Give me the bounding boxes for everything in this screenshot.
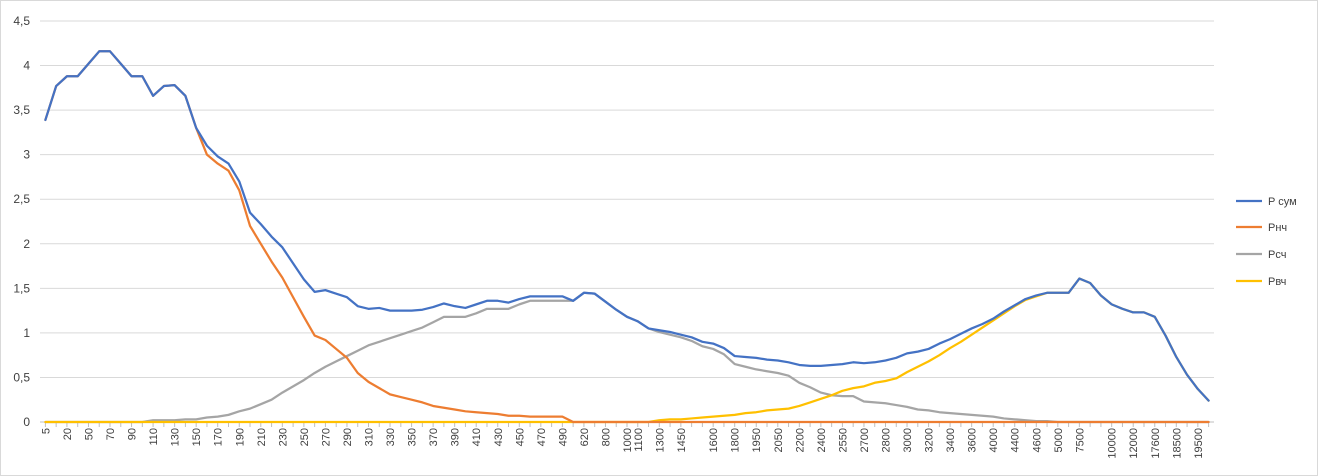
x-tick-label: 1450	[676, 428, 688, 452]
x-tick-label: 1600	[708, 428, 720, 452]
x-tick-label: 17600	[1150, 428, 1162, 459]
x-tick-label: 210	[256, 428, 268, 446]
x-tick-label: 390	[450, 428, 462, 446]
x-tick-label: 4400	[1010, 428, 1022, 452]
x-tick-label: 130	[170, 428, 182, 446]
x-tick-label: 2800	[880, 428, 892, 452]
x-axis: 5 20 50 70 90 110 130 150 170 190 210 230 250 270 290 3…	[40, 421, 1214, 459]
y-tick-label: 1	[23, 326, 30, 340]
x-tick-label: 3000	[902, 428, 914, 452]
legend-label: Рнч	[1268, 222, 1287, 234]
x-tick-label: 50	[83, 428, 95, 440]
x-tick-label: 190	[234, 428, 246, 446]
x-tick-label: 350	[407, 428, 419, 446]
legend: P сум Рнч Рсч Рвч	[1236, 196, 1297, 288]
x-tick-label: 1800	[730, 428, 742, 452]
legend-label: P сум	[1268, 196, 1297, 208]
y-tick-label: 0	[23, 415, 30, 429]
x-tick-label: 1950	[751, 428, 763, 452]
x-tick-label: 3200	[924, 428, 936, 452]
x-tick-label: 5000	[1053, 428, 1065, 452]
x-tick-label: 310	[364, 428, 376, 446]
x-tick-label: 10000	[1107, 428, 1119, 459]
y-tick-label: 4,5	[13, 14, 30, 28]
x-tick-label: 150	[191, 428, 203, 446]
x-tick-label: 170	[213, 428, 225, 446]
x-tick-label: 1000	[622, 428, 634, 452]
x-tick-label: 4600	[1031, 428, 1043, 452]
gridlines	[40, 20, 1214, 423]
x-tick-label: 4000	[988, 428, 1000, 452]
x-tick-label: 1100	[633, 428, 645, 452]
x-tick-label: 2550	[837, 428, 849, 452]
x-tick-label: 90	[127, 428, 139, 440]
x-tick-label: 290	[342, 428, 354, 446]
x-tick-label: 370	[428, 428, 440, 446]
x-tick-label: 3600	[967, 428, 979, 452]
x-tick-label: 230	[277, 428, 289, 446]
legend-label: Рсч	[1268, 249, 1286, 261]
x-tick-label: 2050	[773, 428, 785, 452]
x-tick-label: 250	[299, 428, 311, 446]
x-tick-label: 410	[471, 428, 483, 446]
x-tick-label: 330	[385, 428, 397, 446]
y-axis: 0 0,5 1 1,5 2 2,5 3 3,5 4 4,5	[13, 14, 30, 429]
x-tick-label: 2700	[859, 428, 871, 452]
x-tick-label: 3400	[945, 428, 957, 452]
y-tick-label: 1,5	[13, 281, 30, 295]
x-tick-label: 20	[62, 428, 74, 440]
x-tick-label: 18500	[1171, 428, 1183, 459]
y-tick-label: 3	[23, 148, 30, 162]
y-tick-label: 2	[23, 237, 30, 251]
x-tick-label: 450	[514, 428, 526, 446]
x-tick-label: 12000	[1128, 428, 1140, 459]
y-tick-label: 0,5	[13, 370, 30, 384]
x-tick-label: 270	[320, 428, 332, 446]
series-line-1	[44, 50, 1210, 424]
x-tick-label: 470	[536, 428, 548, 446]
x-tick-label: 70	[105, 428, 117, 440]
x-tick-label: 490	[557, 428, 569, 446]
y-tick-label: 2,5	[13, 192, 30, 206]
legend-label: Рвч	[1268, 276, 1286, 288]
x-tick-label: 19500	[1193, 428, 1205, 459]
x-tick-label: 2400	[816, 428, 828, 452]
series-group	[44, 50, 1210, 424]
x-tick-label: 430	[493, 428, 505, 446]
series-line-0	[44, 50, 1210, 402]
x-tick-label: 1300	[654, 428, 666, 452]
x-tick-label: 7500	[1074, 428, 1086, 452]
x-tick-label: 800	[600, 428, 612, 446]
x-tick-label: 110	[148, 428, 160, 446]
y-tick-label: 3,5	[13, 103, 30, 117]
x-tick-label: 5	[40, 428, 52, 434]
x-tick-label: 620	[579, 428, 591, 446]
y-tick-label: 4	[23, 59, 30, 73]
x-tick-label: 2200	[794, 428, 806, 452]
